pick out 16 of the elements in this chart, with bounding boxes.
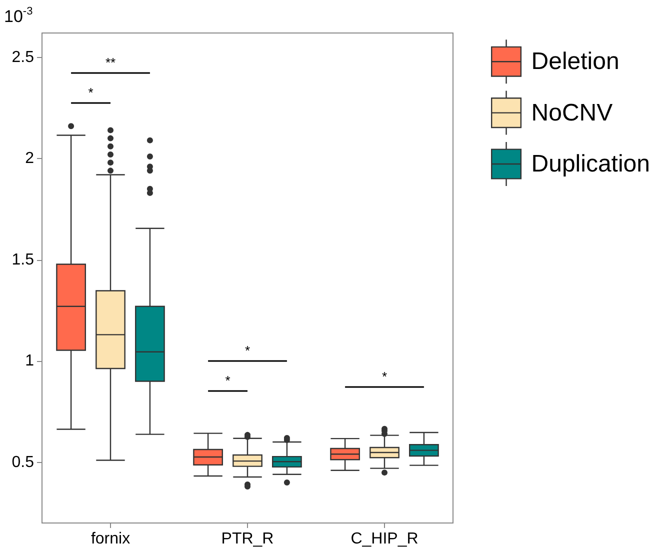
y-tick-label: 1 [25,352,34,370]
legend-label: Deletion [531,48,620,76]
y-tick-label: 2 [25,150,34,168]
y-tick-label: 2.5 [12,48,34,66]
annotation: ** [105,55,116,70]
annotation: * [244,343,250,358]
annotation: * [88,85,94,100]
legend-label: NoCNV [531,99,613,126]
x-tick-label: C_HIP_R [350,530,418,548]
annotation: * [382,369,388,384]
x-tick-label: PTR_R [221,530,274,548]
x-tick-label: fornix [90,530,130,548]
y-tick-label: 0.5 [12,454,34,471]
annotation: * [225,373,230,388]
legend-label: Duplication [531,150,650,178]
y-tick-label: 1.5 [12,251,34,268]
